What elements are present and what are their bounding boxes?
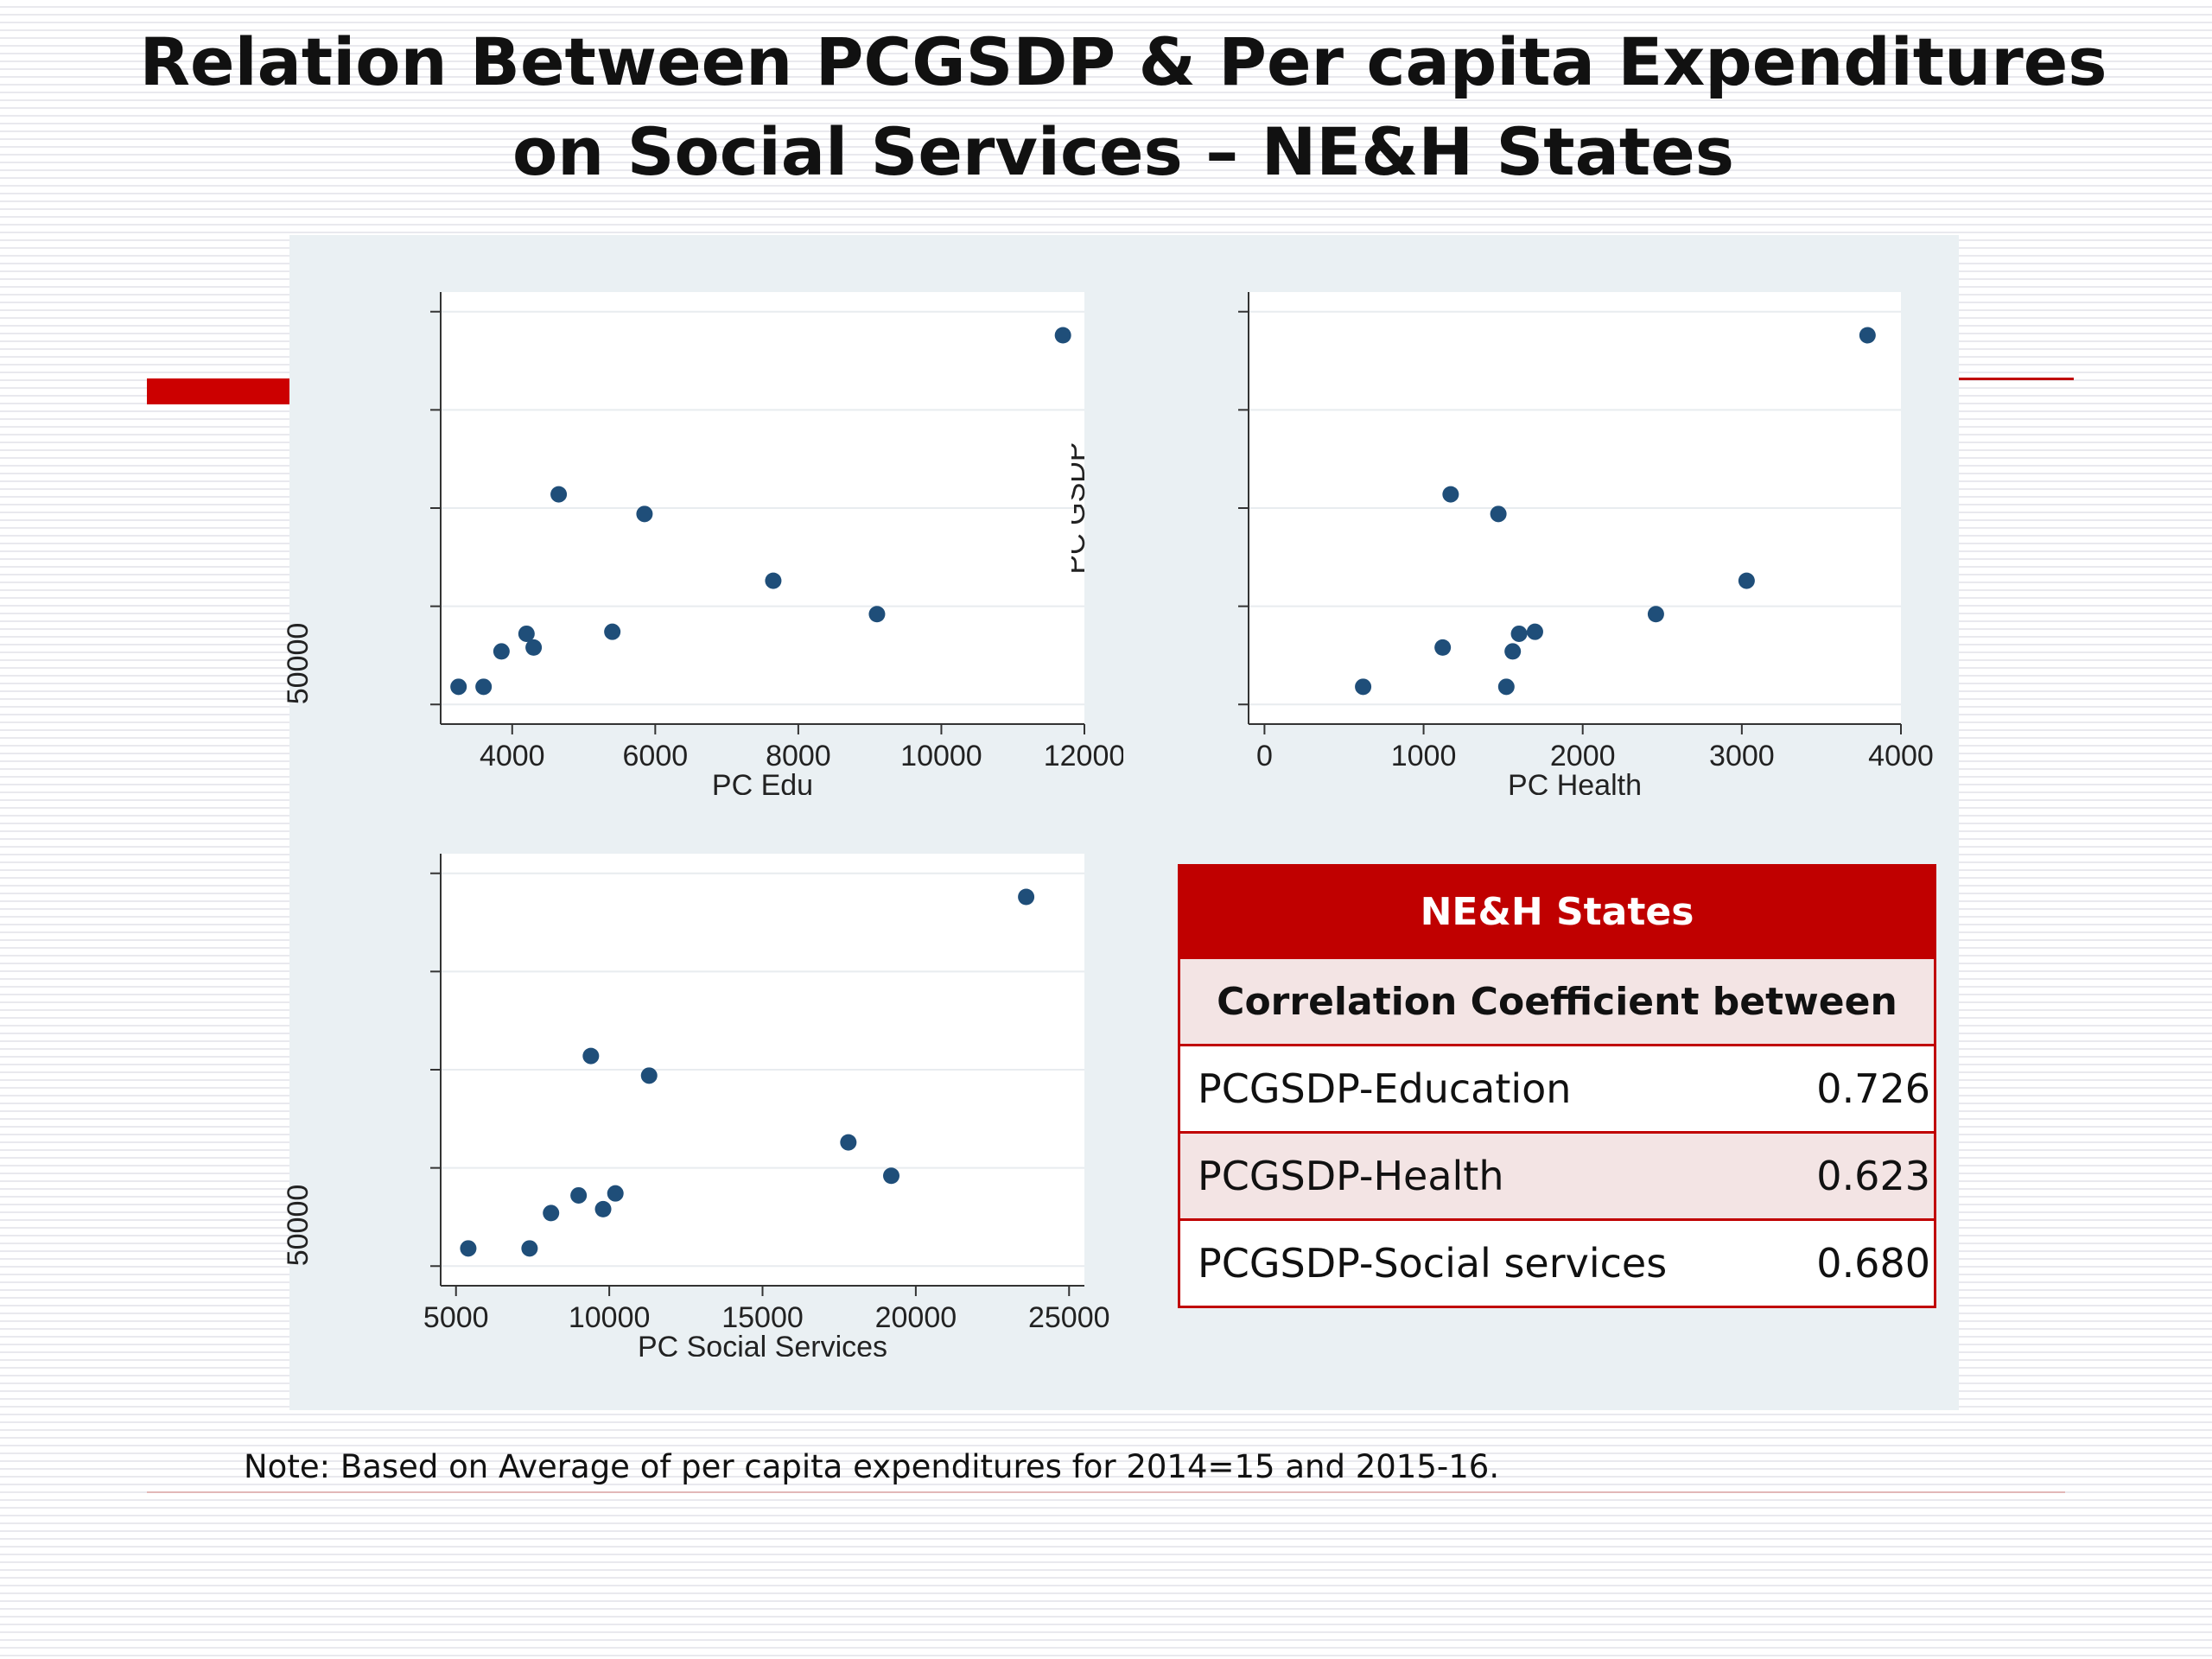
red-accent-bar [147,378,290,404]
row-value: 0.623 [1775,1131,1937,1221]
data-point [518,625,535,642]
table-row: PCGSDP-Education 0.726 [1178,1044,1937,1134]
data-point [1526,623,1543,640]
red-accent-line [1958,378,2074,380]
data-point [475,678,493,696]
data-point [1355,678,1372,696]
x-axis-label: PC Social Services [638,1331,887,1357]
data-point [543,1205,560,1222]
scatter-plot-edu: 4000 6000 8000 10000 12000 PC Edu 50000 [282,292,1123,795]
data-point [521,1240,538,1257]
data-point [1442,486,1459,503]
footnote-divider [147,1491,2065,1493]
row-label: PCGSDP-Education [1178,1044,1776,1134]
data-point [1018,888,1035,906]
y-tick-label: 50000 [282,623,315,705]
x-tick-label: 1000 [1391,740,1457,772]
x-tick-label: 4000 [1868,740,1934,772]
table-header: NE&H States [1178,864,1936,959]
scatter-plot-health: 0 1000 2000 3000 4000 PC Health PC GSDP [1071,292,1934,795]
footnote: Note: Based on Average of per capita exp… [244,1448,1500,1485]
x-tick-label: 15000 [721,1301,804,1334]
data-point [1738,572,1755,589]
row-label: PCGSDP-Health [1178,1131,1776,1221]
data-point [640,1067,658,1084]
data-point [868,606,886,623]
data-point [1859,327,1876,344]
data-point [525,639,543,656]
table-subheader: Correlation Coefficient between [1178,957,1936,1046]
row-value: 0.726 [1775,1044,1937,1134]
data-point [883,1167,899,1185]
x-tick-label: 5000 [423,1301,489,1334]
table-row: PCGSDP-Health 0.623 [1178,1131,1937,1221]
data-point [607,1185,624,1202]
x-tick-label: 10000 [569,1301,651,1334]
data-point [493,643,510,660]
row-value: 0.680 [1775,1218,1937,1308]
x-tick-label: 0 [1256,740,1273,772]
data-point [1434,639,1452,656]
data-point [450,678,467,696]
data-point [582,1047,600,1065]
data-point [550,486,568,503]
x-tick-label: 8000 [766,740,831,772]
correlation-table: NE&H States Correlation Coefficient betw… [1178,864,1937,1308]
scatter-plot-social-services: 5000 10000 15000 20000 25000 PC Social Servic… [282,854,1110,1357]
data-point [1504,643,1522,660]
row-label: PCGSDP-Social services [1178,1218,1776,1308]
data-point [840,1134,857,1151]
table-row: PCGSDP-Social services 0.680 [1178,1218,1937,1308]
data-point [460,1240,477,1257]
x-tick-label: 10000 [900,740,982,772]
data-point [765,572,782,589]
x-tick-label: 25000 [1028,1301,1110,1334]
slide-title: Relation Between PCGSDP & Per capita Exp… [139,23,2107,190]
x-tick-label: 3000 [1709,740,1775,772]
x-tick-label: 2000 [1550,740,1616,772]
data-point [594,1200,612,1217]
data-point [1510,625,1528,642]
data-point [1054,327,1071,344]
x-tick-label: 6000 [623,740,689,772]
data-point [1490,505,1507,523]
x-tick-label: 4000 [480,740,545,772]
x-axis-label: PC Health [1508,769,1642,795]
x-axis-label: PC Edu [712,769,813,795]
data-point [1647,606,1664,623]
data-point [604,623,621,640]
y-tick-label: 50000 [282,1185,315,1267]
data-point [570,1186,588,1204]
data-point [636,505,653,523]
y-axis-label: PC GSDP [1071,442,1091,574]
data-point [1497,678,1515,696]
x-tick-label: 20000 [875,1301,957,1334]
x-tick-label: 12000 [1044,740,1123,772]
